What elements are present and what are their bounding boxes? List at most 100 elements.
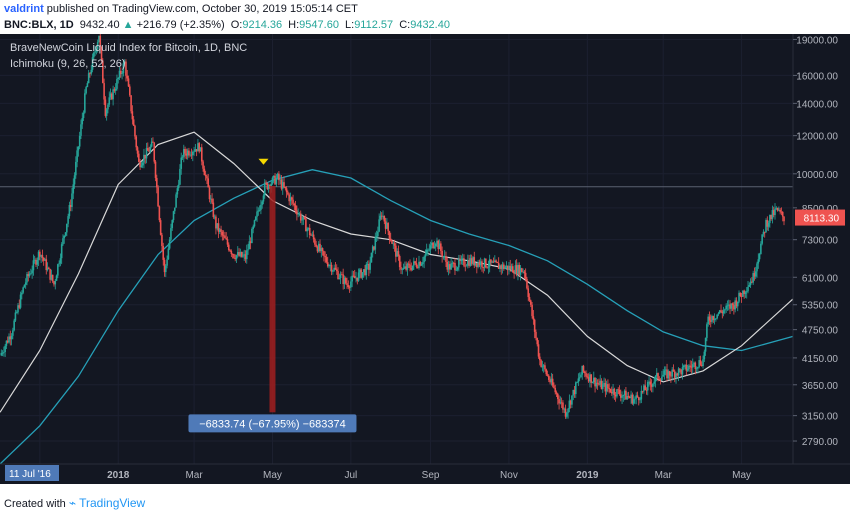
candle: [726, 300, 729, 311]
candle: [590, 374, 593, 388]
candle: [454, 258, 456, 276]
candle: [369, 256, 371, 274]
candle-body: [139, 161, 141, 168]
candle: [594, 377, 596, 393]
candle: [521, 267, 523, 273]
candle-body: [339, 274, 342, 278]
candle-body: [12, 330, 14, 336]
candle: [473, 251, 476, 269]
candle: [610, 386, 613, 396]
candle-body: [668, 371, 671, 376]
candle-body: [198, 143, 201, 152]
candle: [62, 234, 64, 246]
candle-body: [619, 394, 622, 398]
candle: [481, 259, 483, 272]
candle: [316, 245, 319, 254]
candle: [375, 230, 378, 242]
candle-body: [348, 287, 351, 288]
candle-body: [542, 365, 545, 367]
candle: [765, 218, 767, 233]
candle-body: [272, 175, 275, 178]
candle: [13, 318, 15, 332]
author-name[interactable]: valdrint: [4, 3, 44, 15]
candle-body: [628, 397, 631, 398]
candle-body: [765, 220, 767, 233]
candle-body: [504, 267, 506, 269]
candle: [720, 304, 722, 313]
candle: [698, 355, 700, 369]
candle: [724, 308, 726, 315]
price-chart[interactable]: −6833.74 (−67.95%) −683374 19000.00 16000…: [0, 34, 850, 484]
candle: [541, 360, 544, 372]
candle: [91, 53, 94, 73]
candle-body: [571, 395, 573, 405]
candle: [55, 274, 58, 281]
time-axis[interactable]: [0, 464, 850, 484]
candle-body: [460, 258, 463, 262]
time-tick-label: Sep: [422, 470, 440, 481]
price-axis[interactable]: [793, 34, 850, 464]
time-tick-label: Nov: [500, 470, 518, 481]
candle-body: [632, 399, 635, 404]
candle: [227, 242, 230, 252]
candle-body: [549, 379, 551, 383]
candle-body: [208, 187, 211, 200]
candle: [130, 95, 132, 114]
candle-body: [464, 265, 467, 267]
candle: [40, 254, 42, 264]
candle-body: [260, 204, 262, 210]
candle-body: [176, 188, 179, 195]
candle: [112, 85, 114, 106]
candle-body: [290, 197, 293, 200]
candle: [420, 262, 423, 266]
candle: [545, 368, 548, 377]
candle: [220, 225, 222, 238]
candle-body: [718, 310, 721, 314]
candle-body: [662, 374, 664, 377]
tradingview-logo-icon[interactable]: ⌁: [68, 496, 77, 510]
candle-body: [0, 352, 3, 356]
candle: [135, 134, 138, 151]
candle: [198, 141, 201, 154]
candle-body: [213, 216, 216, 218]
candle: [664, 366, 667, 376]
candle-body: [172, 211, 175, 221]
candle: [343, 275, 346, 290]
candle-body: [670, 375, 672, 377]
candle: [608, 383, 611, 394]
candle-body: [540, 360, 542, 367]
candle: [558, 395, 560, 410]
candle-body: [419, 261, 422, 266]
candle: [305, 213, 307, 232]
candle: [10, 333, 13, 346]
candle: [171, 219, 174, 231]
candle-body: [72, 184, 75, 194]
candle: [203, 165, 206, 176]
tradingview-brand[interactable]: TradingView: [79, 496, 146, 510]
candle: [352, 270, 355, 278]
candle: [743, 289, 745, 299]
candle: [572, 389, 575, 401]
candle: [559, 396, 562, 405]
candle-body: [568, 400, 571, 409]
candle-body: [283, 182, 285, 187]
candle-body: [328, 265, 330, 267]
candle-body: [578, 377, 581, 379]
candle: [49, 268, 51, 284]
candle-body: [742, 290, 744, 297]
candle: [425, 243, 428, 256]
candle: [573, 386, 576, 398]
candle-body: [281, 182, 284, 189]
candle: [537, 340, 540, 359]
candle-body: [652, 383, 654, 387]
candle-body: [739, 292, 742, 297]
candle-body: [736, 301, 739, 307]
candle: [409, 259, 411, 272]
candle: [640, 385, 643, 404]
price-tick-label: 8500.00: [802, 204, 839, 215]
symbol-label: BNC:BLX, 1D: [4, 19, 74, 31]
indicator-label[interactable]: Ichimoku (9, 26, 52, 26): [10, 58, 126, 70]
candle-body: [555, 392, 558, 394]
candle-body: [42, 257, 45, 261]
time-tick-label: May: [732, 470, 751, 481]
